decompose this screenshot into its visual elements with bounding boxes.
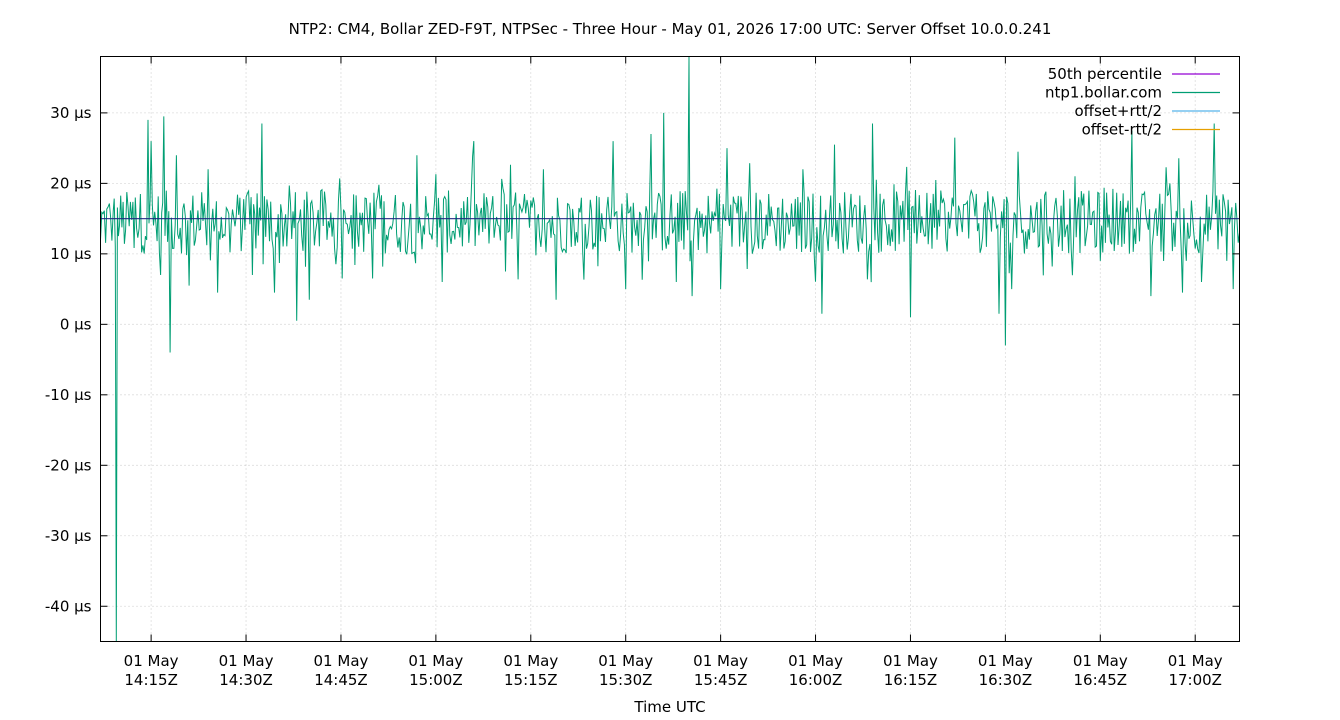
y-tick-label: 30 µs	[50, 104, 91, 122]
y-tick-label: -20 µs	[45, 456, 92, 474]
chart-title: NTP2: CM4, Bollar ZED-F9T, NTPSec - Thre…	[289, 20, 1052, 38]
y-tick-label: 10 µs	[50, 245, 91, 263]
x-tick-label-date: 01 May	[693, 652, 748, 670]
x-tick-label-time: 14:15Z	[124, 671, 178, 689]
x-tick-label-time: 15:15Z	[504, 671, 558, 689]
x-tick-label-time: 14:45Z	[314, 671, 368, 689]
series-line-ntp1-bollar	[100, 56, 1240, 642]
x-axis-label: Time UTC	[633, 698, 705, 716]
x-tick-label-date: 01 May	[1168, 652, 1223, 670]
grid	[100, 56, 1240, 642]
x-tick-label-time: 16:00Z	[789, 671, 843, 689]
y-tick-label: 0 µs	[60, 315, 92, 333]
x-tick-label-time: 16:30Z	[979, 671, 1033, 689]
x-tick-label-date: 01 May	[883, 652, 938, 670]
x-tick-label-time: 15:45Z	[694, 671, 748, 689]
axis-ticks: 30 µs 20 µs 10 µs 0 µs -10 µs -20 µs -30 µs -40…	[45, 56, 1240, 689]
legend-label: ntp1.bollar.com	[1045, 84, 1162, 102]
x-tick-label-date: 01 May	[1073, 652, 1128, 670]
x-tick-label-date: 01 May	[124, 652, 179, 670]
plot-frame	[100, 56, 1240, 642]
x-tick-label-time: 15:00Z	[409, 671, 463, 689]
legend-label: 50th percentile	[1048, 65, 1162, 83]
legend-label: offset-rtt/2	[1082, 121, 1162, 139]
y-tick-label: -40 µs	[45, 597, 92, 615]
x-tick-label-date: 01 May	[788, 652, 843, 670]
legend: 50th percentilentp1.bollar.comoffset+rtt…	[1045, 65, 1220, 139]
x-tick-label-date: 01 May	[503, 652, 558, 670]
x-tick-label-time: 16:45Z	[1074, 671, 1128, 689]
x-tick-label-date: 01 May	[598, 652, 653, 670]
series-layer	[100, 56, 1240, 642]
x-tick-label-time: 16:15Z	[884, 671, 938, 689]
y-tick-label: -30 µs	[45, 527, 92, 545]
x-tick-label-date: 01 May	[978, 652, 1033, 670]
x-tick-label-date: 01 May	[314, 652, 369, 670]
x-tick-label-time: 17:00Z	[1168, 671, 1222, 689]
y-tick-label: -10 µs	[45, 386, 92, 404]
x-tick-label-time: 14:30Z	[219, 671, 273, 689]
x-tick-label-date: 01 May	[408, 652, 463, 670]
x-tick-label-time: 15:30Z	[599, 671, 653, 689]
x-tick-label-date: 01 May	[219, 652, 274, 670]
y-tick-label: 20 µs	[50, 174, 91, 192]
legend-label: offset+rtt/2	[1074, 102, 1162, 120]
